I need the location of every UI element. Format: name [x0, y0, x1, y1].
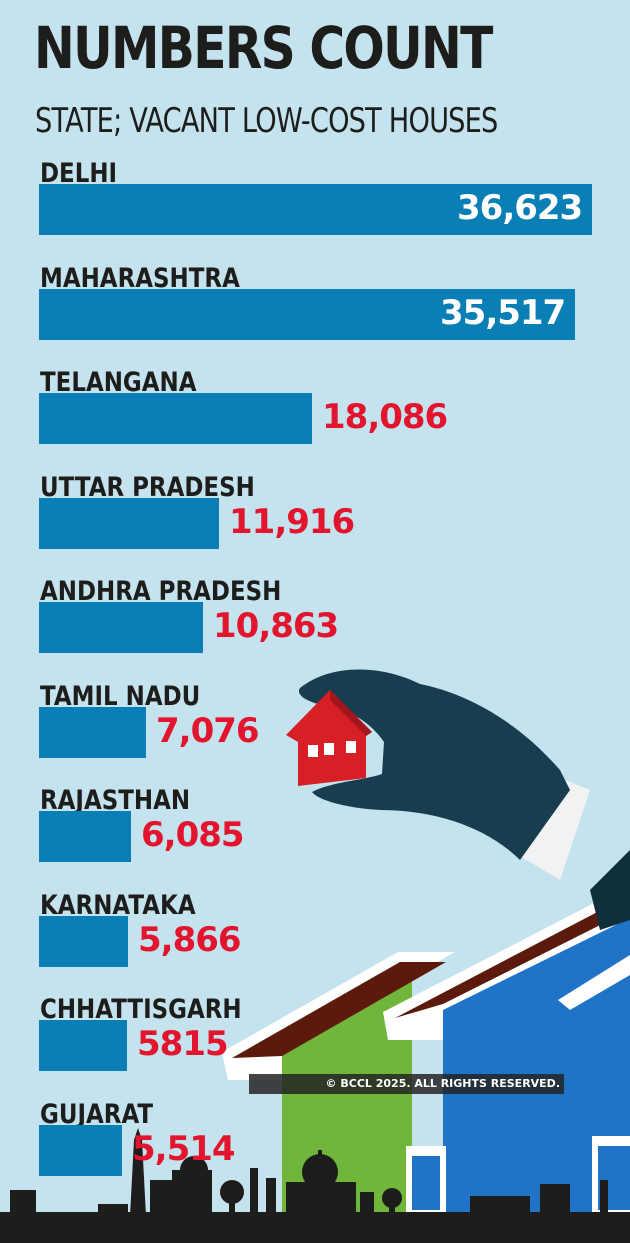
chart-title: NUMBERS COUNT	[34, 14, 493, 82]
value-label-tamil-nadu: 7,076	[156, 710, 260, 751]
bar-andhra-pradesh	[39, 602, 203, 653]
bar-karnataka	[39, 915, 128, 967]
category-label-uttar-pradesh: UTTAR PRADESH	[40, 471, 255, 503]
bar-maharashtra	[39, 288, 575, 340]
bar-gujarat	[39, 1124, 122, 1176]
red-house-icon	[286, 690, 372, 786]
category-label-telangana: TELANGANA	[40, 367, 197, 398]
bar-uttar-pradesh	[39, 497, 219, 549]
category-label-delhi: DELHI	[40, 158, 118, 189]
value-label-chhattisgarh: 5815	[137, 1024, 229, 1064]
blue-house-icon	[383, 900, 630, 1243]
value-label-rajasthan: 6,085	[141, 815, 245, 855]
bar-chhattisgarh	[39, 1020, 127, 1071]
city-skyline-icon	[0, 1128, 630, 1243]
bar-delhi	[39, 184, 592, 235]
value-label-delhi: 36,623	[457, 188, 583, 228]
value-label-uttar-pradesh: 11,916	[229, 501, 355, 542]
value-label-karnataka: 5,866	[138, 919, 242, 960]
bar-rajasthan	[39, 811, 131, 862]
category-label-karnataka: KARNATAKA	[40, 889, 196, 921]
value-label-gujarat: 5,514	[132, 1128, 236, 1169]
category-label-chhattisgarh: CHHATTISGARH	[40, 994, 242, 1025]
value-label-telangana: 18,086	[322, 397, 448, 437]
category-label-gujarat: GUJARAT	[40, 1098, 154, 1130]
category-label-rajasthan: RAJASTHAN	[40, 785, 191, 816]
bar-tamil-nadu	[39, 706, 146, 758]
copyright-notice: © BCCL 2025. ALL RIGHTS RESERVED.	[249, 1074, 564, 1094]
bar-telangana	[39, 393, 312, 444]
value-label-andhra-pradesh: 10,863	[213, 606, 339, 646]
category-label-andhra-pradesh: ANDHRA PRADESH	[40, 576, 282, 607]
gloved-hand-icon	[298, 669, 630, 930]
chart-subtitle: STATE; VACANT LOW-COST HOUSES	[35, 101, 498, 141]
category-label-tamil-nadu: TAMIL NADU	[40, 680, 201, 712]
category-label-maharashtra: MAHARASHTRA	[40, 262, 240, 294]
value-label-maharashtra: 35,517	[440, 292, 566, 333]
